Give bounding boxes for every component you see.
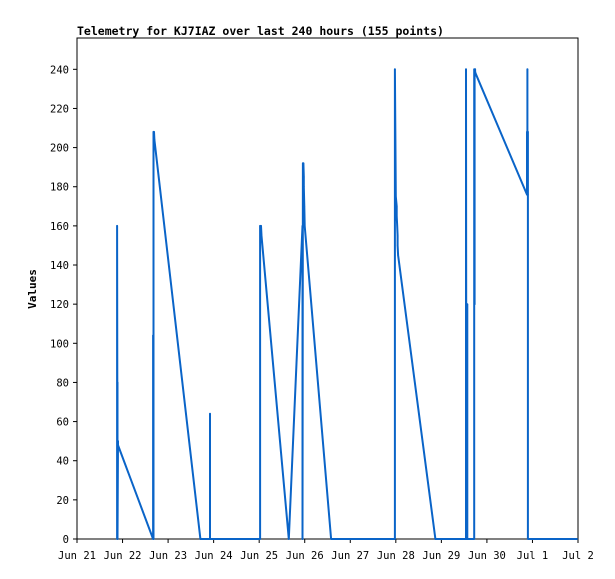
y-tick-label: 80 — [56, 377, 69, 389]
data-point — [465, 68, 467, 71]
y-tick-label: 100 — [50, 338, 69, 350]
series-line — [116, 68, 578, 540]
data-point — [303, 225, 306, 227]
x-tick-label: Jun 24 — [195, 550, 233, 562]
data-point — [116, 538, 119, 540]
x-tick-label: Jun 27 — [331, 550, 369, 562]
data-point — [209, 413, 211, 415]
x-tick-label: Jun 21 — [58, 550, 96, 562]
chart-title: Telemetry for KJ7IAZ over last 240 hours… — [77, 24, 444, 38]
plot-frame — [76, 37, 579, 540]
y-tick-label: 200 — [50, 143, 69, 155]
data-point — [301, 538, 304, 540]
x-tick-label: Jun 25 — [240, 550, 278, 562]
data-point — [260, 234, 263, 237]
y-axis: 0 20 40 60 80 100 120 140 160 180 200 220 240 — [50, 64, 77, 546]
data-point — [152, 334, 154, 337]
data-point — [576, 538, 578, 540]
data-point — [397, 254, 399, 256]
data-point — [467, 538, 469, 540]
x-axis: Jun 21 Jun 22 Jun 23 Jun 24 Jun 25 Jun 26 Jun … — [58, 539, 594, 562]
y-tick-label: 0 — [63, 534, 69, 546]
data-point — [394, 68, 396, 71]
data-point — [116, 225, 118, 227]
data-point — [153, 139, 156, 141]
y-tick-label: 120 — [50, 299, 69, 311]
x-tick-label: Jun 23 — [149, 550, 187, 562]
data-point — [527, 131, 529, 133]
data-point — [527, 538, 530, 540]
series-group — [116, 68, 578, 540]
x-tick-label: Jun 26 — [286, 550, 324, 562]
data-point — [396, 244, 399, 247]
data-point — [396, 234, 399, 237]
data-point — [526, 68, 529, 71]
data-point — [209, 538, 211, 540]
data-point — [330, 538, 332, 540]
data-point — [395, 215, 398, 217]
y-tick-label: 60 — [56, 417, 69, 429]
data-point — [371, 538, 374, 540]
data-point — [303, 176, 305, 178]
data-point — [466, 303, 469, 306]
data-point — [474, 72, 477, 74]
data-point — [473, 538, 476, 540]
data-point — [396, 225, 399, 227]
data-point — [117, 444, 119, 446]
data-point — [434, 538, 437, 540]
data-point — [303, 185, 305, 188]
y-tick-label: 240 — [50, 64, 69, 76]
x-tick-label: Jun 22 — [104, 550, 142, 562]
y-axis-label: Values — [26, 269, 39, 309]
x-tick-label: Jun 30 — [468, 550, 506, 562]
data-point — [394, 538, 396, 540]
x-tick-label: Jul 2 — [562, 550, 594, 562]
data-point — [152, 538, 155, 540]
y-tick-label: 180 — [50, 182, 69, 194]
data-point — [395, 195, 397, 198]
y-tick-label: 220 — [50, 103, 69, 115]
data-point — [259, 538, 261, 540]
y-tick-label: 140 — [50, 260, 69, 272]
data-point — [259, 240, 262, 243]
y-tick-label: 20 — [56, 495, 69, 507]
data-point — [474, 70, 476, 73]
x-tick-label: Jun 28 — [377, 550, 415, 562]
data-point — [260, 225, 262, 227]
y-tick-label: 160 — [50, 221, 69, 233]
data-point — [288, 538, 290, 540]
x-tick-label: Jun 29 — [422, 550, 460, 562]
data-point — [199, 538, 202, 540]
y-tick-label: 40 — [56, 456, 69, 468]
data-point — [395, 205, 398, 208]
data-point — [301, 225, 304, 227]
data-point — [474, 68, 476, 71]
data-point — [116, 381, 119, 384]
data-point — [117, 440, 119, 442]
data-point — [527, 193, 529, 196]
data-point — [303, 205, 306, 208]
data-point — [302, 162, 305, 165]
data-point — [473, 303, 476, 306]
x-tick-label: Jul 1 — [517, 550, 549, 562]
data-point — [153, 131, 155, 133]
